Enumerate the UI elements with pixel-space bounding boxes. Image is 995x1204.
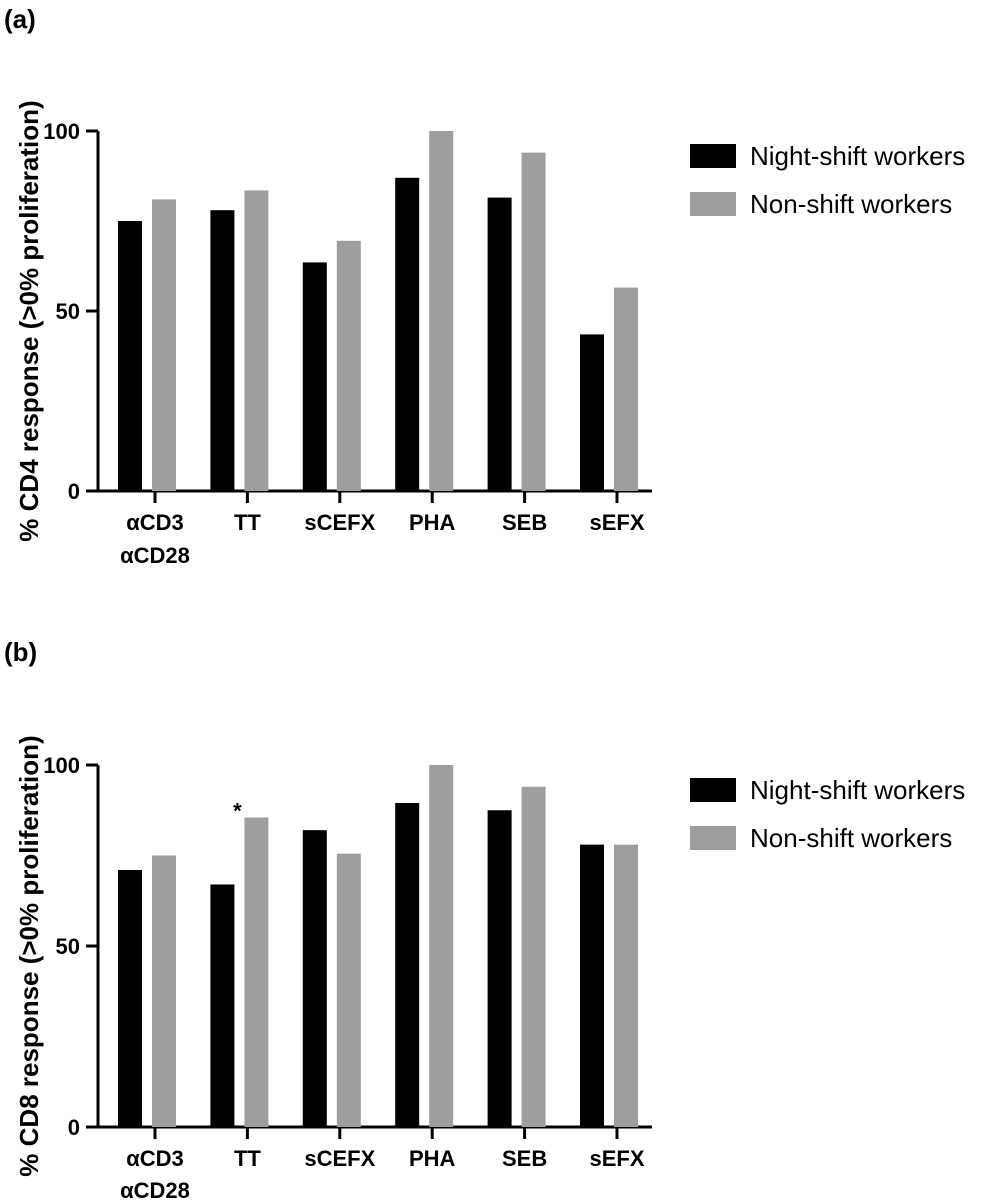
bar-non-shift: [244, 190, 269, 491]
legend-label: Night-shift workers: [750, 141, 965, 171]
chart-panel-b: (b) % CD8 response (>0% proliferation) 0 50…: [4, 637, 965, 1203]
bar-non-shift: [521, 152, 546, 491]
legend-label: Non-shift workers: [750, 823, 952, 853]
bar-non-shift: [429, 765, 454, 1127]
x-tick-label: TT: [234, 1146, 261, 1171]
bar-non-shift: [614, 844, 638, 1127]
x-tick-label: PHA: [409, 1146, 456, 1171]
y-tick-label: 0: [68, 1115, 80, 1140]
bar-non-shift: [336, 240, 361, 491]
x-tick-label: αCD28: [120, 543, 190, 568]
x-tick-label: αCD3: [126, 1146, 184, 1171]
y-tick-label: 0: [68, 479, 80, 504]
bar-night-shift: [118, 221, 142, 491]
x-tick-label: SEB: [502, 1146, 547, 1171]
bar-non-shift: [614, 287, 638, 491]
bar-night-shift: [302, 830, 327, 1127]
legend-swatch: [690, 192, 736, 216]
panel-label: (b): [4, 637, 37, 667]
bar-night-shift: [487, 197, 512, 491]
x-tick-label: sEFX: [589, 1146, 644, 1171]
x-tick-label: SEB: [502, 510, 547, 535]
bar-non-shift: [244, 817, 269, 1127]
bar-night-shift: [487, 810, 512, 1127]
bar-non-shift: [336, 853, 361, 1127]
chart-panel-a: (a) % CD4 response (>0% proliferation) 0 50…: [4, 4, 965, 568]
y-axis-label: % CD8 response (>0% proliferation): [14, 735, 44, 1176]
x-tick-label: TT: [234, 510, 261, 535]
legend-label: Night-shift workers: [750, 775, 965, 805]
significance-marker: *: [233, 798, 242, 823]
x-tick-label: αCD28: [120, 1178, 190, 1203]
panel-label: (a): [4, 4, 36, 34]
y-tick-label: 100: [43, 753, 80, 778]
x-tick-label: αCD3: [126, 510, 184, 535]
x-tick-label: sCEFX: [304, 510, 375, 535]
y-tick-label: 100: [43, 119, 80, 144]
legend-swatch: [690, 144, 736, 168]
bar-night-shift: [580, 334, 604, 491]
y-axis-label: % CD4 response (>0% proliferation): [14, 100, 44, 541]
bar-night-shift: [210, 884, 235, 1127]
x-tick-label: sEFX: [589, 510, 644, 535]
bar-non-shift: [152, 199, 176, 491]
y-tick-label: 50: [56, 934, 80, 959]
bar-night-shift: [118, 869, 142, 1127]
bar-night-shift: [395, 177, 420, 492]
legend-label: Non-shift workers: [750, 189, 952, 219]
y-tick-label: 50: [56, 299, 80, 324]
bar-night-shift: [395, 803, 420, 1127]
bar-night-shift: [302, 262, 327, 491]
legend-swatch: [690, 778, 736, 802]
bar-night-shift: [210, 210, 235, 491]
bar-non-shift: [429, 131, 454, 491]
x-tick-label: sCEFX: [304, 1146, 375, 1171]
bar-night-shift: [580, 844, 604, 1127]
bar-non-shift: [521, 786, 546, 1127]
x-tick-label: PHA: [409, 510, 456, 535]
bar-non-shift: [152, 855, 176, 1127]
legend-swatch: [690, 826, 736, 850]
